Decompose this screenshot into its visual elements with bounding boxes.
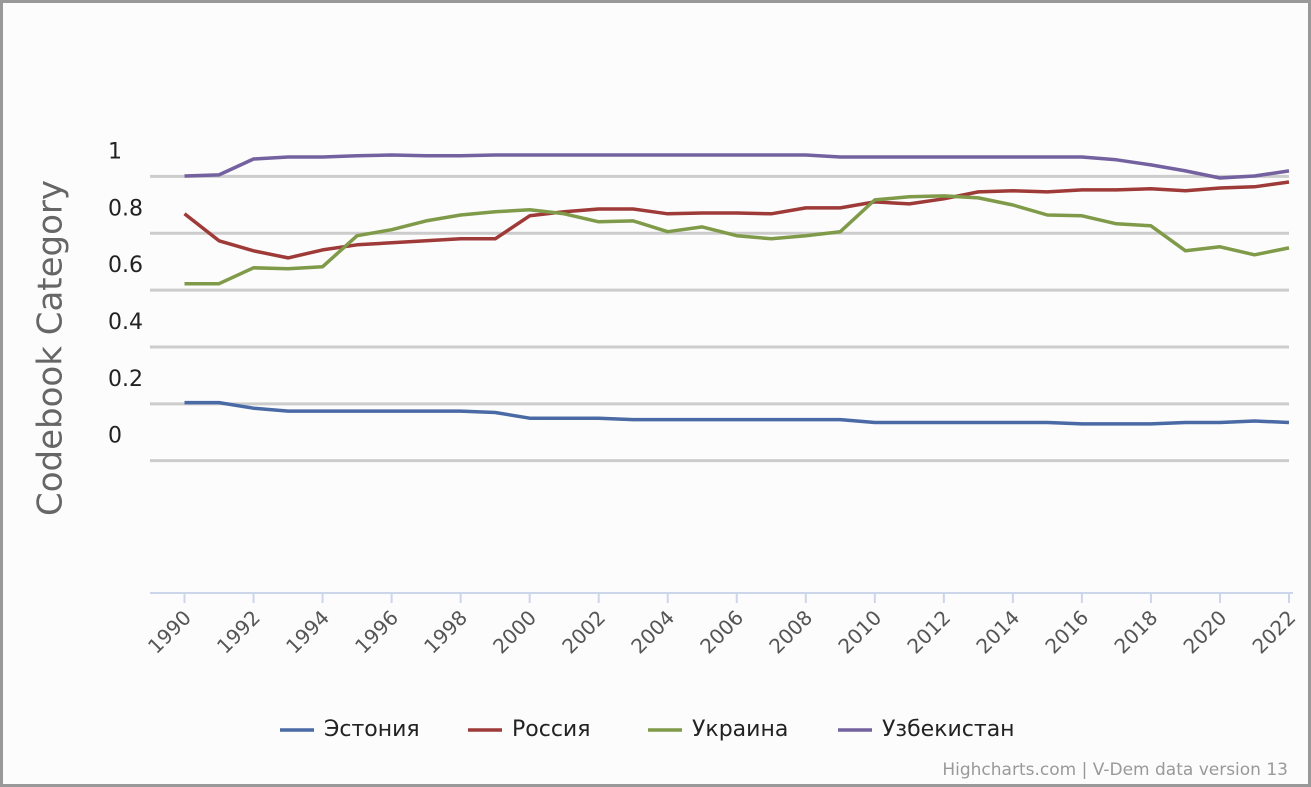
series-line (184, 400, 1290, 426)
y-tick-label: 1 (108, 139, 122, 164)
y-tick-label: 0 (108, 424, 122, 449)
legend-label[interactable]: Узбекистан (882, 717, 1015, 742)
y-tick-label: 0.4 (108, 310, 143, 335)
y-axis-title: Codebook Category (31, 180, 71, 516)
y-tick-label: 0.2 (108, 367, 143, 392)
series-line (183, 180, 1290, 260)
series-line (184, 153, 1290, 180)
legend-label[interactable]: Украина (692, 717, 788, 742)
legend-label[interactable]: Россия (512, 717, 590, 742)
series-line (184, 194, 1290, 286)
y-tick-label: 0.6 (108, 253, 143, 278)
legend-label[interactable]: Эстония (324, 717, 420, 742)
y-tick-label: 0.8 (108, 196, 143, 221)
credits[interactable]: Highcharts.com | V-Dem data version 13 (942, 760, 1288, 780)
